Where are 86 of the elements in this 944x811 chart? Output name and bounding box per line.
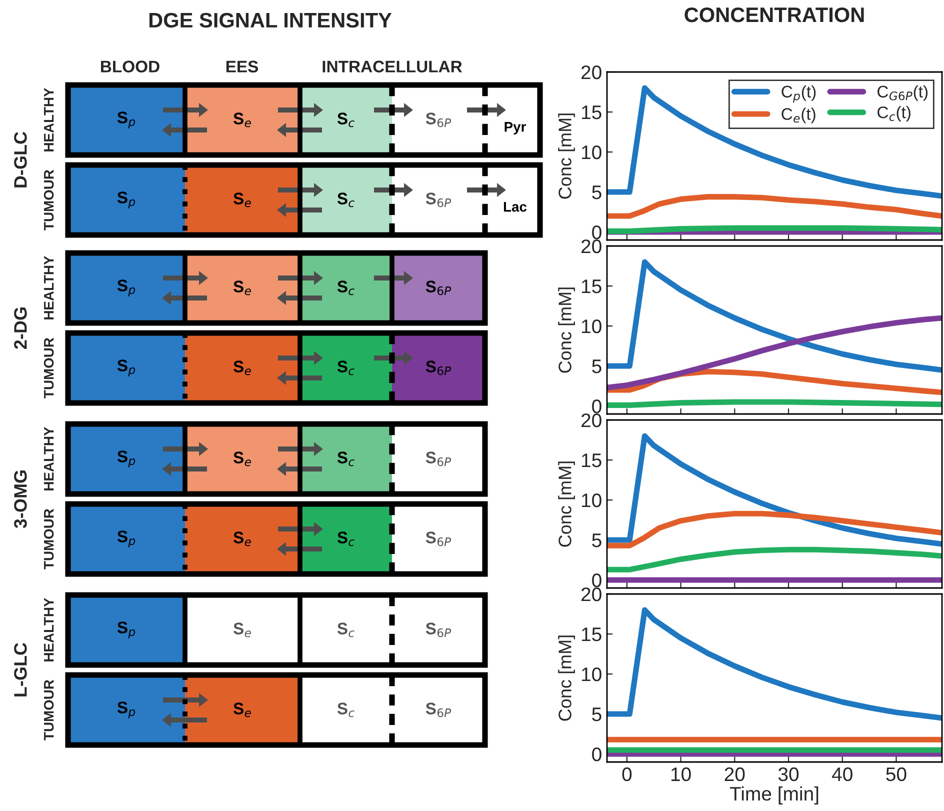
text: S$_{e}$ <box>233 280 251 296</box>
y-tick-label: 10 <box>582 493 602 508</box>
text: S$_{6P}$ <box>426 280 452 296</box>
y-tick-label: 5 <box>592 708 602 722</box>
category-label: INTRACELLULAR <box>322 60 462 72</box>
y-tick-label: 20 <box>581 587 602 602</box>
category-label: HEALTHY <box>44 88 54 152</box>
x-tick-label: 40 <box>832 767 852 782</box>
text: S$_{6P}$ <box>426 112 452 128</box>
text: S$_{c}$ <box>337 280 354 296</box>
text: S$_{e}$ <box>233 360 251 376</box>
text: S$_{p}$ <box>117 530 136 548</box>
y-tick-label: 15 <box>582 106 602 120</box>
x-tick-label: 30 <box>778 767 799 782</box>
y-tick-label: 15 <box>582 280 602 294</box>
category-label: TUMOUR <box>44 170 54 230</box>
legend-label: C$_{e}$(t) <box>782 108 816 124</box>
text: S$_{e}$ <box>233 452 251 466</box>
legend-label: C$_{c}$(t) <box>878 106 910 122</box>
text: S$_{c}$ <box>337 192 354 208</box>
text: S$_{c}$ <box>337 532 354 546</box>
y-axis-title: Conc [mM] <box>558 288 575 373</box>
text: S$_{p}$ <box>117 622 136 638</box>
text: S$_{6P}$ <box>426 452 452 466</box>
text: S$_{6P}$ <box>426 532 452 546</box>
text: S$_{p}$ <box>117 192 136 208</box>
text: S$_{c}$ <box>337 360 354 376</box>
category-label: TUMOUR <box>44 508 54 570</box>
y-axis-title: Conc [mM] <box>558 462 575 547</box>
text: S$_{e}$ <box>233 532 251 546</box>
y-tick-label: 15 <box>582 628 602 642</box>
text: S$_{6P}$ <box>426 622 452 638</box>
text: S$_{c}$ <box>337 452 354 466</box>
category-label: D-GLC <box>14 132 27 188</box>
y-axis-title: Conc [mM] <box>558 114 575 199</box>
text: S$_{e}$ <box>233 192 251 208</box>
text: S$_{c}$ <box>337 702 354 718</box>
y-axis-title: Conc [mM] <box>558 636 575 721</box>
text: Pyr <box>504 122 526 134</box>
y-tick-label: 20 <box>581 413 602 428</box>
y-tick-label: 0 <box>592 747 602 762</box>
category-label: TUMOUR <box>44 680 54 740</box>
y-tick-label: 5 <box>592 360 602 374</box>
y-tick-label: 5 <box>592 186 602 200</box>
x-tick-label: 10 <box>671 767 691 782</box>
category-label: BLOOD <box>101 60 160 72</box>
y-tick-label: 10 <box>582 319 602 334</box>
text: S$_{p}$ <box>117 702 136 718</box>
category-label: TUMOUR <box>44 338 54 398</box>
y-tick-label: 5 <box>592 534 602 548</box>
y-tick-label: 10 <box>582 667 602 682</box>
text: S$_{p}$ <box>117 450 136 468</box>
category-label: L-GLC <box>14 642 27 696</box>
category-label: 3-OMG <box>14 470 27 528</box>
x-axis-title: Time [min] <box>730 786 818 804</box>
text: S$_{e}$ <box>233 622 251 638</box>
text: S$_{6P}$ <box>426 360 452 376</box>
text: S$_{6P}$ <box>426 192 452 208</box>
category-label: HEALTHY <box>44 426 54 490</box>
y-tick-label: 20 <box>581 239 602 254</box>
text: S$_{c}$ <box>337 112 354 128</box>
category-label: HEALTHY <box>44 598 54 662</box>
x-tick-label: 20 <box>724 767 745 782</box>
text: S$_{p}$ <box>117 112 136 128</box>
text: Lac <box>504 202 527 212</box>
category-label: 2-DG <box>14 308 27 349</box>
legend-label: C$_{G6P}$(t) <box>878 85 928 101</box>
y-tick-label: 0 <box>592 399 602 414</box>
y-tick-label: 15 <box>582 454 602 468</box>
y-tick-label: 0 <box>592 573 602 588</box>
chart-title: CONCENTRATION <box>684 7 864 22</box>
legend-label: C$_{p}$(t) <box>782 85 816 103</box>
y-tick-label: 0 <box>592 225 602 240</box>
text: S$_{e}$ <box>233 702 251 718</box>
text: DGE SIGNAL INTENSITY <box>149 12 392 28</box>
category-label: EES <box>226 60 258 72</box>
category-label: HEALTHY <box>44 256 54 320</box>
x-tick-label: 0 <box>622 767 632 782</box>
text: S$_{6P}$ <box>426 702 452 718</box>
y-tick-label: 10 <box>582 145 602 160</box>
text: S$_{p}$ <box>117 360 136 376</box>
text: S$_{c}$ <box>337 622 354 638</box>
x-tick-label: 50 <box>886 767 906 782</box>
y-tick-label: 20 <box>581 65 602 80</box>
text: S$_{e}$ <box>233 112 251 128</box>
text: S$_{p}$ <box>117 280 136 296</box>
